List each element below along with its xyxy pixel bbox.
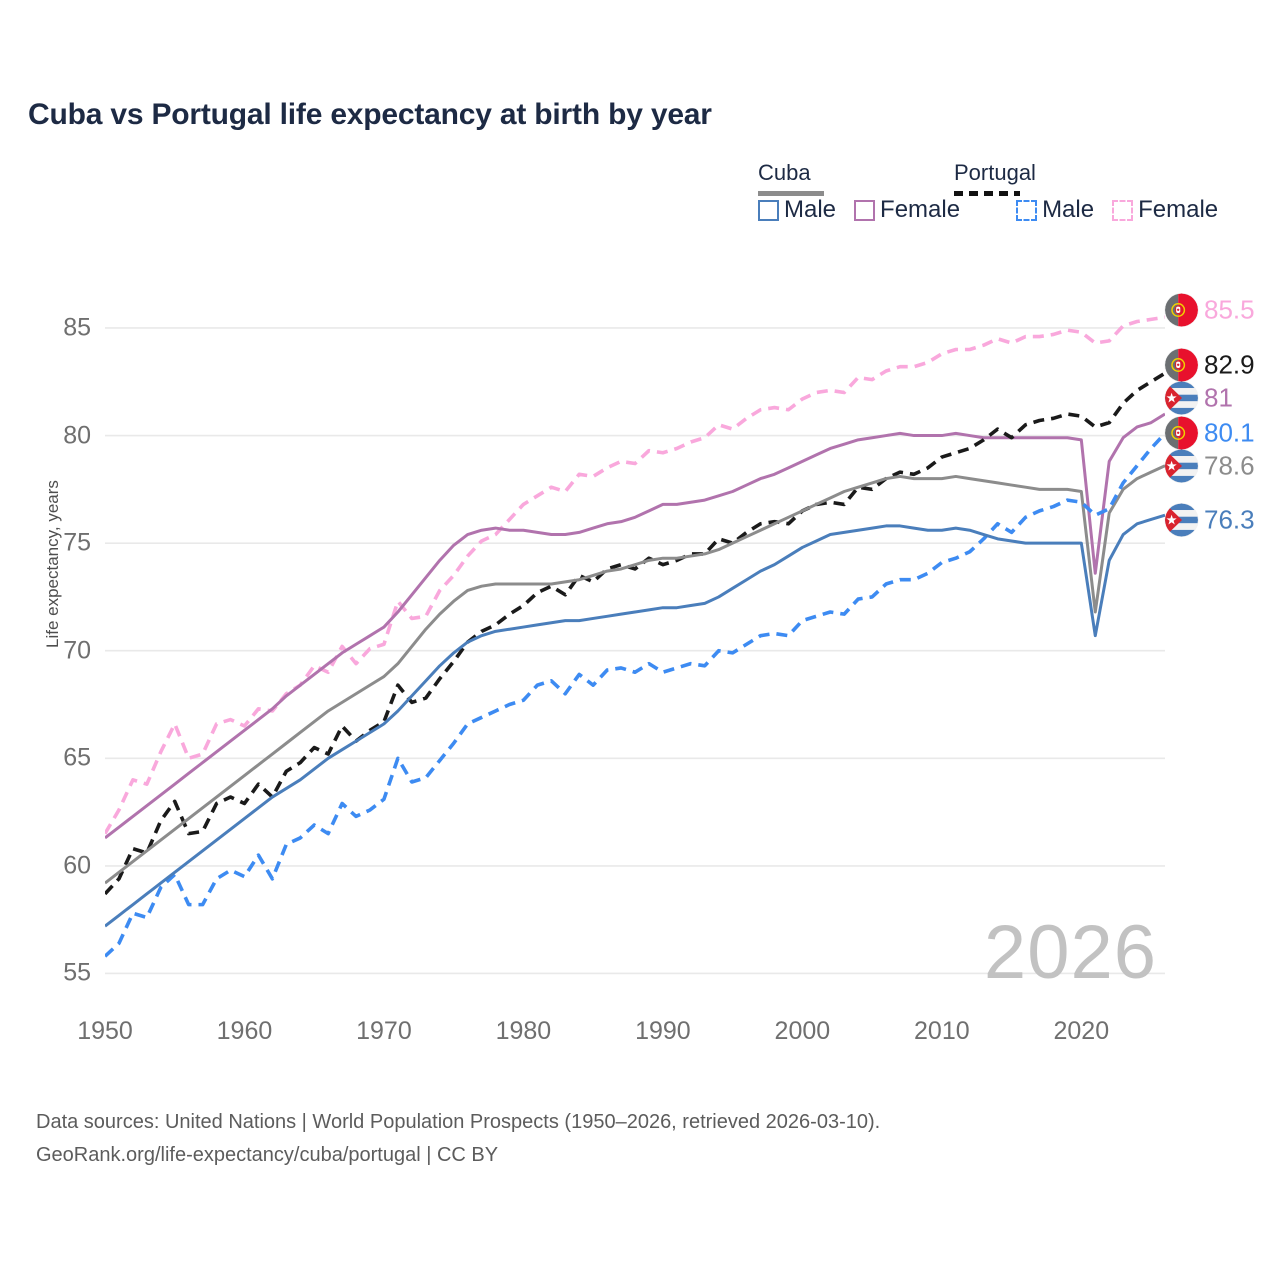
series-line	[105, 315, 1165, 835]
legend-items-cuba: Male Female	[758, 196, 960, 224]
x-tick-label: 1990	[635, 1017, 691, 1045]
series-end-value: 85.5	[1204, 294, 1255, 325]
chart-footer: Data sources: United Nations | World Pop…	[36, 1106, 880, 1172]
portugal-flag-icon	[1165, 348, 1198, 382]
series-end-value: 81	[1204, 382, 1233, 413]
x-tick-label: 1980	[495, 1017, 552, 1045]
plot-area: Life expectancy, years 55 60 65 70 75 80 85 19…	[43, 300, 1165, 1045]
portugal-flag-icon	[1165, 293, 1198, 327]
legend-label-portugal-male: Male	[1042, 196, 1095, 223]
series-end-label: 76.3	[1165, 503, 1255, 537]
series-end-value: 82.9	[1204, 349, 1255, 380]
legend-item-portugal-male[interactable]: Male	[1016, 196, 1094, 224]
series-end-label: 82.9	[1165, 348, 1255, 382]
chart-title: Cuba vs Portugal life expectancy at birt…	[28, 98, 712, 131]
x-tick-label: 1950	[77, 1017, 133, 1045]
series-end-value: 78.6	[1204, 450, 1255, 481]
series-line	[105, 432, 1165, 958]
y-tick-label: 85	[63, 313, 91, 342]
legend-group-cuba: Cuba	[758, 160, 824, 196]
portugal-flag-icon	[1165, 416, 1198, 450]
legend-label-portugal-female: Female	[1138, 196, 1219, 223]
legend-groups: Cuba Portugal	[758, 160, 1258, 196]
series-line	[105, 464, 1165, 885]
y-tick-label: 55	[63, 958, 91, 987]
series-end-labels: 85.5 82.9 81 80.1 78.6 76.3	[1165, 0, 1280, 1280]
y-axis-label: Life expectancy, years	[43, 480, 62, 648]
legend-swatch-portugal-female-icon	[1112, 199, 1134, 221]
legend-item-portugal-female[interactable]: Female	[1112, 196, 1218, 224]
legend-swatch-cuba-female-icon	[854, 199, 876, 221]
legend-items: Male Female Male Female	[758, 196, 1218, 224]
legend-item-cuba-male[interactable]: Male	[758, 196, 836, 224]
cuba-flag-icon	[1165, 503, 1198, 537]
series-end-value: 76.3	[1204, 504, 1255, 535]
y-tick-label: 75	[63, 528, 91, 557]
legend-label-cuba-male: Male	[784, 196, 837, 223]
legend-label-cuba-female: Female	[880, 196, 961, 223]
legend-group-portugal-title: Portugal	[954, 160, 1036, 185]
series-end-value: 80.1	[1204, 417, 1255, 448]
x-tick-label: 1970	[356, 1017, 412, 1045]
legend-items-portugal: Male Female	[1016, 196, 1218, 224]
legend-portugal-line-sample	[954, 191, 1020, 196]
y-tick-label: 65	[63, 743, 91, 772]
series-line	[105, 513, 1165, 928]
legend-group-portugal: Portugal	[954, 160, 1036, 196]
cuba-flag-icon	[1165, 381, 1198, 415]
x-tick-label: 2020	[1053, 1017, 1110, 1045]
legend-swatch-cuba-male-icon	[758, 199, 779, 221]
year-watermark: 2026	[983, 910, 1157, 995]
legend-group-cuba-title: Cuba	[758, 160, 811, 185]
series-end-label: 80.1	[1165, 416, 1255, 450]
series-end-label: 85.5	[1165, 293, 1255, 327]
chart-legend: Cuba Portugal	[758, 160, 1258, 196]
legend-cuba-line-sample	[758, 191, 824, 196]
y-tick-label: 80	[63, 421, 91, 450]
legend-item-cuba-female[interactable]: Female	[854, 196, 960, 224]
plot-lines	[105, 315, 1165, 975]
x-tick-label: 2010	[914, 1017, 970, 1045]
footer-data-sources: Data sources: United Nations | World Pop…	[36, 1111, 881, 1133]
series-line	[105, 371, 1165, 896]
y-tick-label: 60	[63, 851, 91, 880]
y-tick-label: 70	[63, 636, 91, 665]
series-end-label: 81	[1165, 381, 1233, 415]
cuba-flag-icon	[1165, 449, 1198, 483]
series-line	[105, 412, 1165, 840]
x-tick-label: 2000	[774, 1017, 831, 1045]
legend-swatch-portugal-male-icon	[1016, 199, 1038, 221]
x-tick-label: 1960	[216, 1017, 273, 1045]
series-end-label: 78.6	[1165, 449, 1255, 483]
footer-attribution: GeoRank.org/life-expectancy/cuba/portuga…	[36, 1144, 499, 1166]
